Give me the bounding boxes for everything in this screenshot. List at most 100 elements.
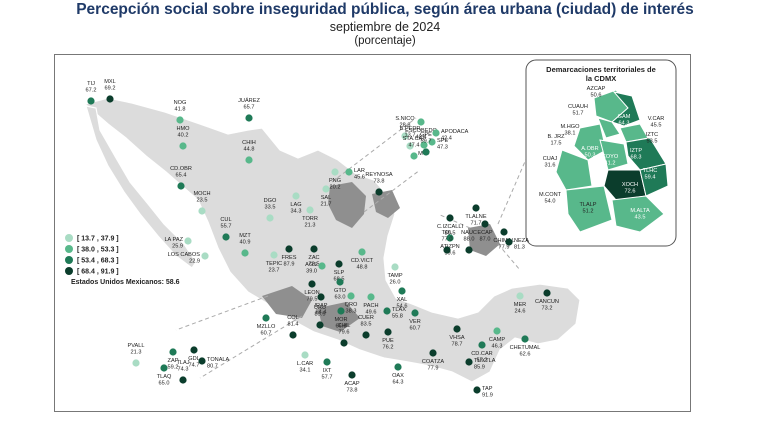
city-name: ATIZPN xyxy=(440,244,459,250)
city-value: 62.6 xyxy=(520,352,531,358)
city-name: LOS CABOS xyxy=(168,252,201,258)
city-value: 80.5 xyxy=(445,231,456,237)
city-marker xyxy=(473,386,481,394)
city-marker xyxy=(521,335,529,343)
legend: [ 13.7 , 37.9 ] [ 38.0 , 53.3 ] [ 53.4 , 6… xyxy=(65,234,119,276)
city-name: TONALA xyxy=(207,357,230,363)
inset-label-name: CUAUH xyxy=(568,104,588,110)
city-value: 25.9 xyxy=(172,244,183,250)
city-value: 65.4 xyxy=(176,173,187,179)
city-name: MER xyxy=(514,302,526,308)
city-marker xyxy=(336,278,344,286)
city-name: MZT xyxy=(239,233,251,239)
city-marker xyxy=(262,314,270,322)
cdmx-inset-title-1: Demarcaciones territoriales de xyxy=(546,65,656,74)
mexico-landmass xyxy=(83,97,581,383)
city-marker xyxy=(443,246,451,254)
city-value: 57.2 xyxy=(477,358,488,364)
city-value: 76.2 xyxy=(383,345,394,351)
city-marker xyxy=(422,148,430,156)
inset-label-name: XOCH xyxy=(622,182,638,188)
map-title: Percepción social sobre inseguridad públ… xyxy=(76,1,694,18)
city-value: 59.6 xyxy=(445,251,456,257)
city-marker xyxy=(190,346,198,354)
city-marker xyxy=(177,182,185,190)
city-value: 85.9 xyxy=(474,365,485,371)
city-value: 81.4 xyxy=(288,322,299,328)
city-value: 88.0 xyxy=(464,237,475,243)
city-marker xyxy=(406,142,414,150)
city-marker xyxy=(285,245,293,253)
city-value: 55.8 xyxy=(392,314,403,320)
city-name: COATZA xyxy=(422,359,445,365)
city-value: 79.6 xyxy=(339,330,350,336)
city-marker xyxy=(432,129,440,137)
inset-label-value: 53.5 xyxy=(647,139,658,145)
inset-label-value: 59.4 xyxy=(645,175,656,181)
city-marker xyxy=(323,358,331,366)
city-name: ECAP xyxy=(477,230,493,236)
city-name: STA.CAT xyxy=(403,136,426,142)
city-value: 83.5 xyxy=(361,322,372,328)
city-name: TUXTLA xyxy=(474,358,496,364)
city-name: TAMP xyxy=(387,273,402,279)
city-marker xyxy=(270,251,278,259)
city-name: CAMP xyxy=(489,337,505,343)
city-name: PVALL xyxy=(128,343,145,349)
inset-label-name: M.CONT xyxy=(539,192,562,198)
legend-swatch xyxy=(65,245,73,253)
city-value: 49.6 xyxy=(366,310,377,316)
city-value: 81.3 xyxy=(514,245,525,251)
city-marker xyxy=(222,233,230,241)
city-marker xyxy=(289,331,297,339)
city-marker xyxy=(516,292,524,300)
cdmx-inset-labels: AZCAP50.6GAM64.3CUAUH51.7V.CAR45.5M.HGO3… xyxy=(539,86,664,221)
city-name: L.CAR xyxy=(297,361,313,367)
city-value: 74.3 xyxy=(178,367,189,373)
city-value: 42.4 xyxy=(441,136,452,142)
city-name: CD.OBR xyxy=(170,166,192,172)
city-value: 77.9 xyxy=(428,366,439,372)
inset-label-name: COYO xyxy=(602,154,619,160)
city-name: AGS xyxy=(305,262,317,268)
city-marker xyxy=(308,280,316,288)
city-value: 46.3 xyxy=(492,344,503,350)
city-marker xyxy=(465,358,473,366)
city-marker xyxy=(417,118,425,126)
city-name: IXT xyxy=(323,368,332,374)
legend-label: [ 38.0 , 53.3 ] xyxy=(77,247,119,254)
city-marker xyxy=(375,188,383,196)
city-marker xyxy=(543,289,551,297)
baja-california xyxy=(85,105,197,269)
city-name: ZAC xyxy=(308,255,319,261)
city-value: 48.8 xyxy=(357,265,368,271)
city-marker xyxy=(87,97,95,105)
city-marker xyxy=(358,248,366,256)
city-name: ACAP xyxy=(344,381,360,387)
city-name: B.PEDR xyxy=(400,126,421,132)
city-name: PNG xyxy=(329,178,341,184)
city-value: 60.7 xyxy=(261,331,272,337)
city-marker xyxy=(176,116,184,124)
inset-label-name: B. JRZ xyxy=(547,134,565,140)
city-name: S.NICO xyxy=(395,116,415,122)
city-marker xyxy=(472,204,480,212)
city-marker xyxy=(478,341,486,349)
city-marker xyxy=(132,359,140,367)
city-name: ESCOBEDO xyxy=(405,128,437,134)
inset-label-name: AZCAP xyxy=(587,86,606,92)
city-marker xyxy=(420,141,428,149)
city-marker xyxy=(322,185,330,193)
inset-label-name: IZTP xyxy=(630,148,642,154)
city-name: LAG xyxy=(290,202,301,208)
city-value: 20.2 xyxy=(330,185,341,191)
city-name: TLAJ xyxy=(176,360,189,366)
city-name: XAL xyxy=(397,297,408,303)
city-marker xyxy=(347,292,355,300)
city-marker xyxy=(245,114,253,122)
city-marker xyxy=(179,376,187,384)
city-value: 34.1 xyxy=(300,368,311,374)
city-value: 47.3 xyxy=(437,145,448,151)
city-value: 26.0 xyxy=(390,280,401,286)
